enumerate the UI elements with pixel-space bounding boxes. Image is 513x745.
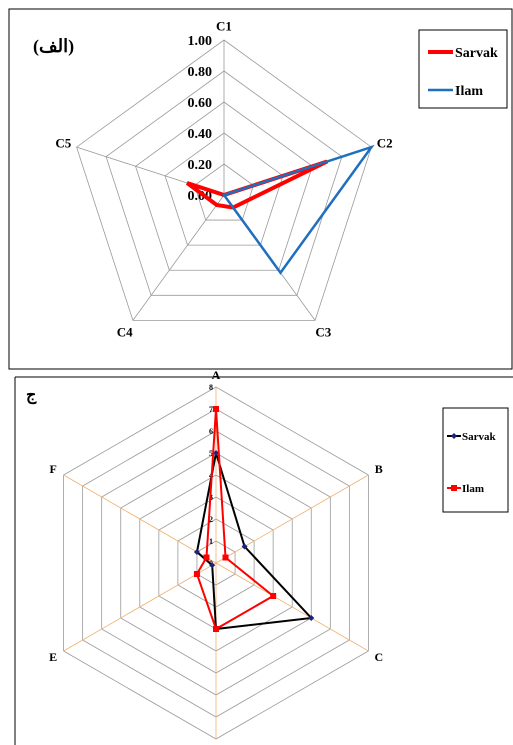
series-line <box>221 144 375 275</box>
axis-spoke <box>215 474 369 564</box>
axis-spoke <box>215 562 369 652</box>
grid-ring <box>105 70 343 296</box>
data-point <box>193 571 200 577</box>
category-label: C <box>374 650 383 664</box>
category-label: C3 <box>315 324 331 339</box>
tick-label: 0.20 <box>188 158 213 173</box>
data-point <box>209 562 216 569</box>
grid-ring <box>194 163 254 221</box>
category-label: C2 <box>377 135 393 150</box>
data-point <box>241 543 248 550</box>
category-label: B <box>375 462 383 476</box>
data-point <box>213 406 219 412</box>
axis-spoke <box>132 194 225 321</box>
tick-label: 0.80 <box>188 65 213 80</box>
tick-label: 1 <box>209 537 213 546</box>
data-point <box>270 593 277 599</box>
grid-ring <box>76 39 372 321</box>
category-label: C4 <box>117 324 133 339</box>
tick-label: 1.00 <box>188 34 213 49</box>
legend-1-box <box>418 29 508 109</box>
category-label: C1 <box>216 19 232 34</box>
tick-label: 6 <box>209 427 213 436</box>
category-label: A <box>212 368 221 382</box>
tick-label: 0.00 <box>188 189 213 204</box>
grid-ring <box>164 132 284 246</box>
radar-chart-1: 1.00 0.80 0.60 0.40 0.20 0.00 C1 C2 C3 C4 C5 (الف) <box>33 19 393 340</box>
category-label: E <box>49 650 57 664</box>
data-point <box>308 615 315 621</box>
tick-label: 5 <box>209 449 213 458</box>
tick-label: 2 <box>209 515 213 524</box>
tick-label: 7 <box>209 405 213 414</box>
data-point <box>213 450 219 456</box>
data-point <box>213 626 219 632</box>
tick-label: 0.60 <box>188 96 213 111</box>
legend-2-box <box>442 407 509 513</box>
radar-chart-2: 876543210ABCDEFج <box>26 368 383 745</box>
legend-label: Ilam <box>462 483 484 495</box>
legend-2: Sarvak Ilam <box>447 431 497 495</box>
legend-label: Ilam <box>455 84 483 99</box>
tick-label: 0.40 <box>188 127 213 142</box>
grid-ring <box>135 101 313 271</box>
data-point <box>203 554 210 561</box>
legend-1: Sarvak Ilam <box>428 46 498 99</box>
data-point <box>193 549 200 555</box>
legend-marker <box>451 485 457 491</box>
axis-spoke <box>63 474 217 564</box>
legend-label: Sarvak <box>455 46 498 61</box>
category-label: C5 <box>55 135 71 150</box>
axis-spoke <box>63 562 217 652</box>
legend-label: Sarvak <box>462 431 497 443</box>
tick-label: 8 <box>209 383 213 392</box>
chart-title: (الف) <box>33 36 74 57</box>
data-point <box>222 554 229 561</box>
category-label: F <box>50 462 57 476</box>
chart-title: ج <box>26 387 37 405</box>
legend-marker <box>451 433 457 439</box>
